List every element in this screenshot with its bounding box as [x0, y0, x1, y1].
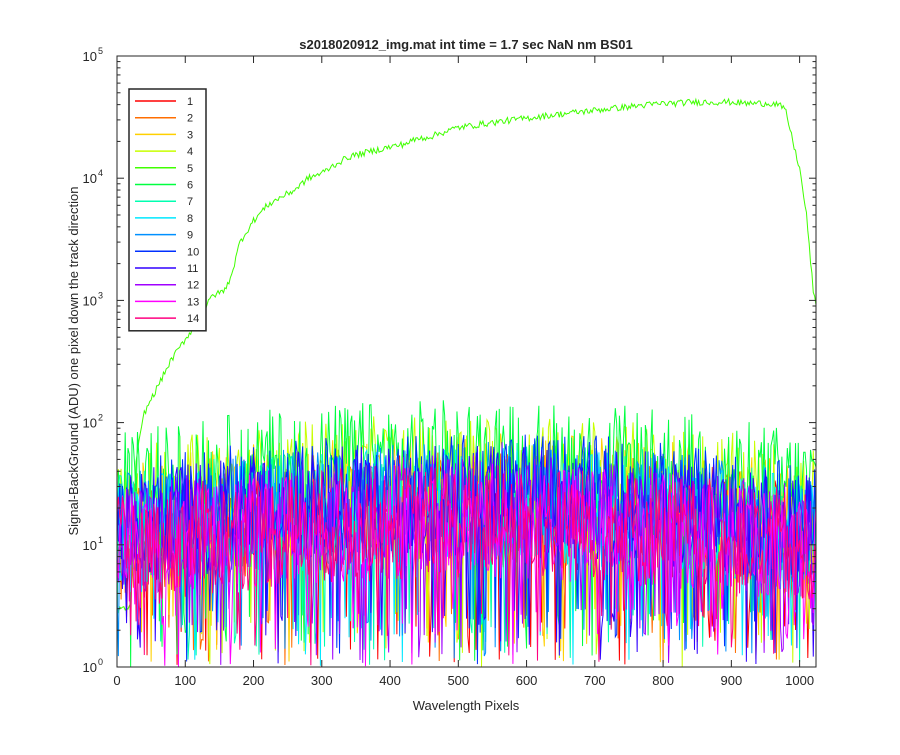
legend-label: 5 [187, 163, 193, 175]
y-tick-label-base: 10 [83, 171, 97, 186]
legend-label: 14 [187, 313, 199, 325]
y-tick-label-base: 10 [83, 49, 97, 64]
legend-label: 3 [187, 129, 193, 141]
legend-label: 9 [187, 230, 193, 242]
series-line-14 [117, 465, 816, 666]
y-tick-label-base: 10 [83, 293, 97, 308]
legend-label: 2 [187, 113, 193, 125]
legend-label: 7 [187, 196, 193, 208]
legend-label: 10 [187, 246, 199, 258]
x-tick-label: 700 [584, 673, 606, 688]
y-axis-label: Signal-BackGround (ADU) one pixel down t… [66, 186, 81, 535]
legend-label: 12 [187, 280, 199, 292]
x-tick-label: 200 [243, 673, 265, 688]
x-tick-label: 400 [379, 673, 401, 688]
y-tick-label-base: 10 [83, 660, 97, 675]
series-line-5 [117, 97, 816, 614]
y-tick-label-exp: 2 [98, 413, 103, 423]
y-tick-label-base: 10 [83, 416, 97, 431]
chart-title: s2018020912_img.mat int time = 1.7 sec N… [299, 37, 633, 52]
legend-label: 8 [187, 213, 193, 225]
legend-box [128, 88, 207, 332]
x-tick-label: 600 [516, 673, 538, 688]
x-tick-label: 500 [447, 673, 469, 688]
y-tick-label-exp: 1 [98, 535, 103, 545]
x-tick-label: 0 [113, 673, 120, 688]
x-tick-label: 900 [721, 673, 743, 688]
series-layer [117, 97, 816, 667]
legend-label: 13 [187, 296, 199, 308]
y-tick-label-exp: 0 [98, 657, 103, 667]
legend-label: 11 [187, 263, 198, 275]
plot-box [116, 55, 817, 668]
y-tick-label-base: 10 [83, 538, 97, 553]
y-tick-label-exp: 3 [98, 290, 103, 300]
y-tick-label-exp: 4 [98, 168, 103, 178]
legend-label: 6 [187, 180, 193, 192]
x-tick-label: 100 [174, 673, 196, 688]
x-axis: 0 100 200 300 400 500 600 700 800 900 1000 [113, 56, 814, 688]
x-axis-label: Wavelength Pixels [413, 698, 520, 713]
x-tick-label: 300 [311, 673, 333, 688]
legend-label: 4 [187, 146, 193, 158]
x-tick-label: 800 [652, 673, 674, 688]
y-tick-label-exp: 5 [98, 46, 103, 56]
legend-label: 1 [187, 96, 193, 108]
x-tick-label: 1000 [785, 673, 814, 688]
series-line-13 [117, 463, 816, 667]
